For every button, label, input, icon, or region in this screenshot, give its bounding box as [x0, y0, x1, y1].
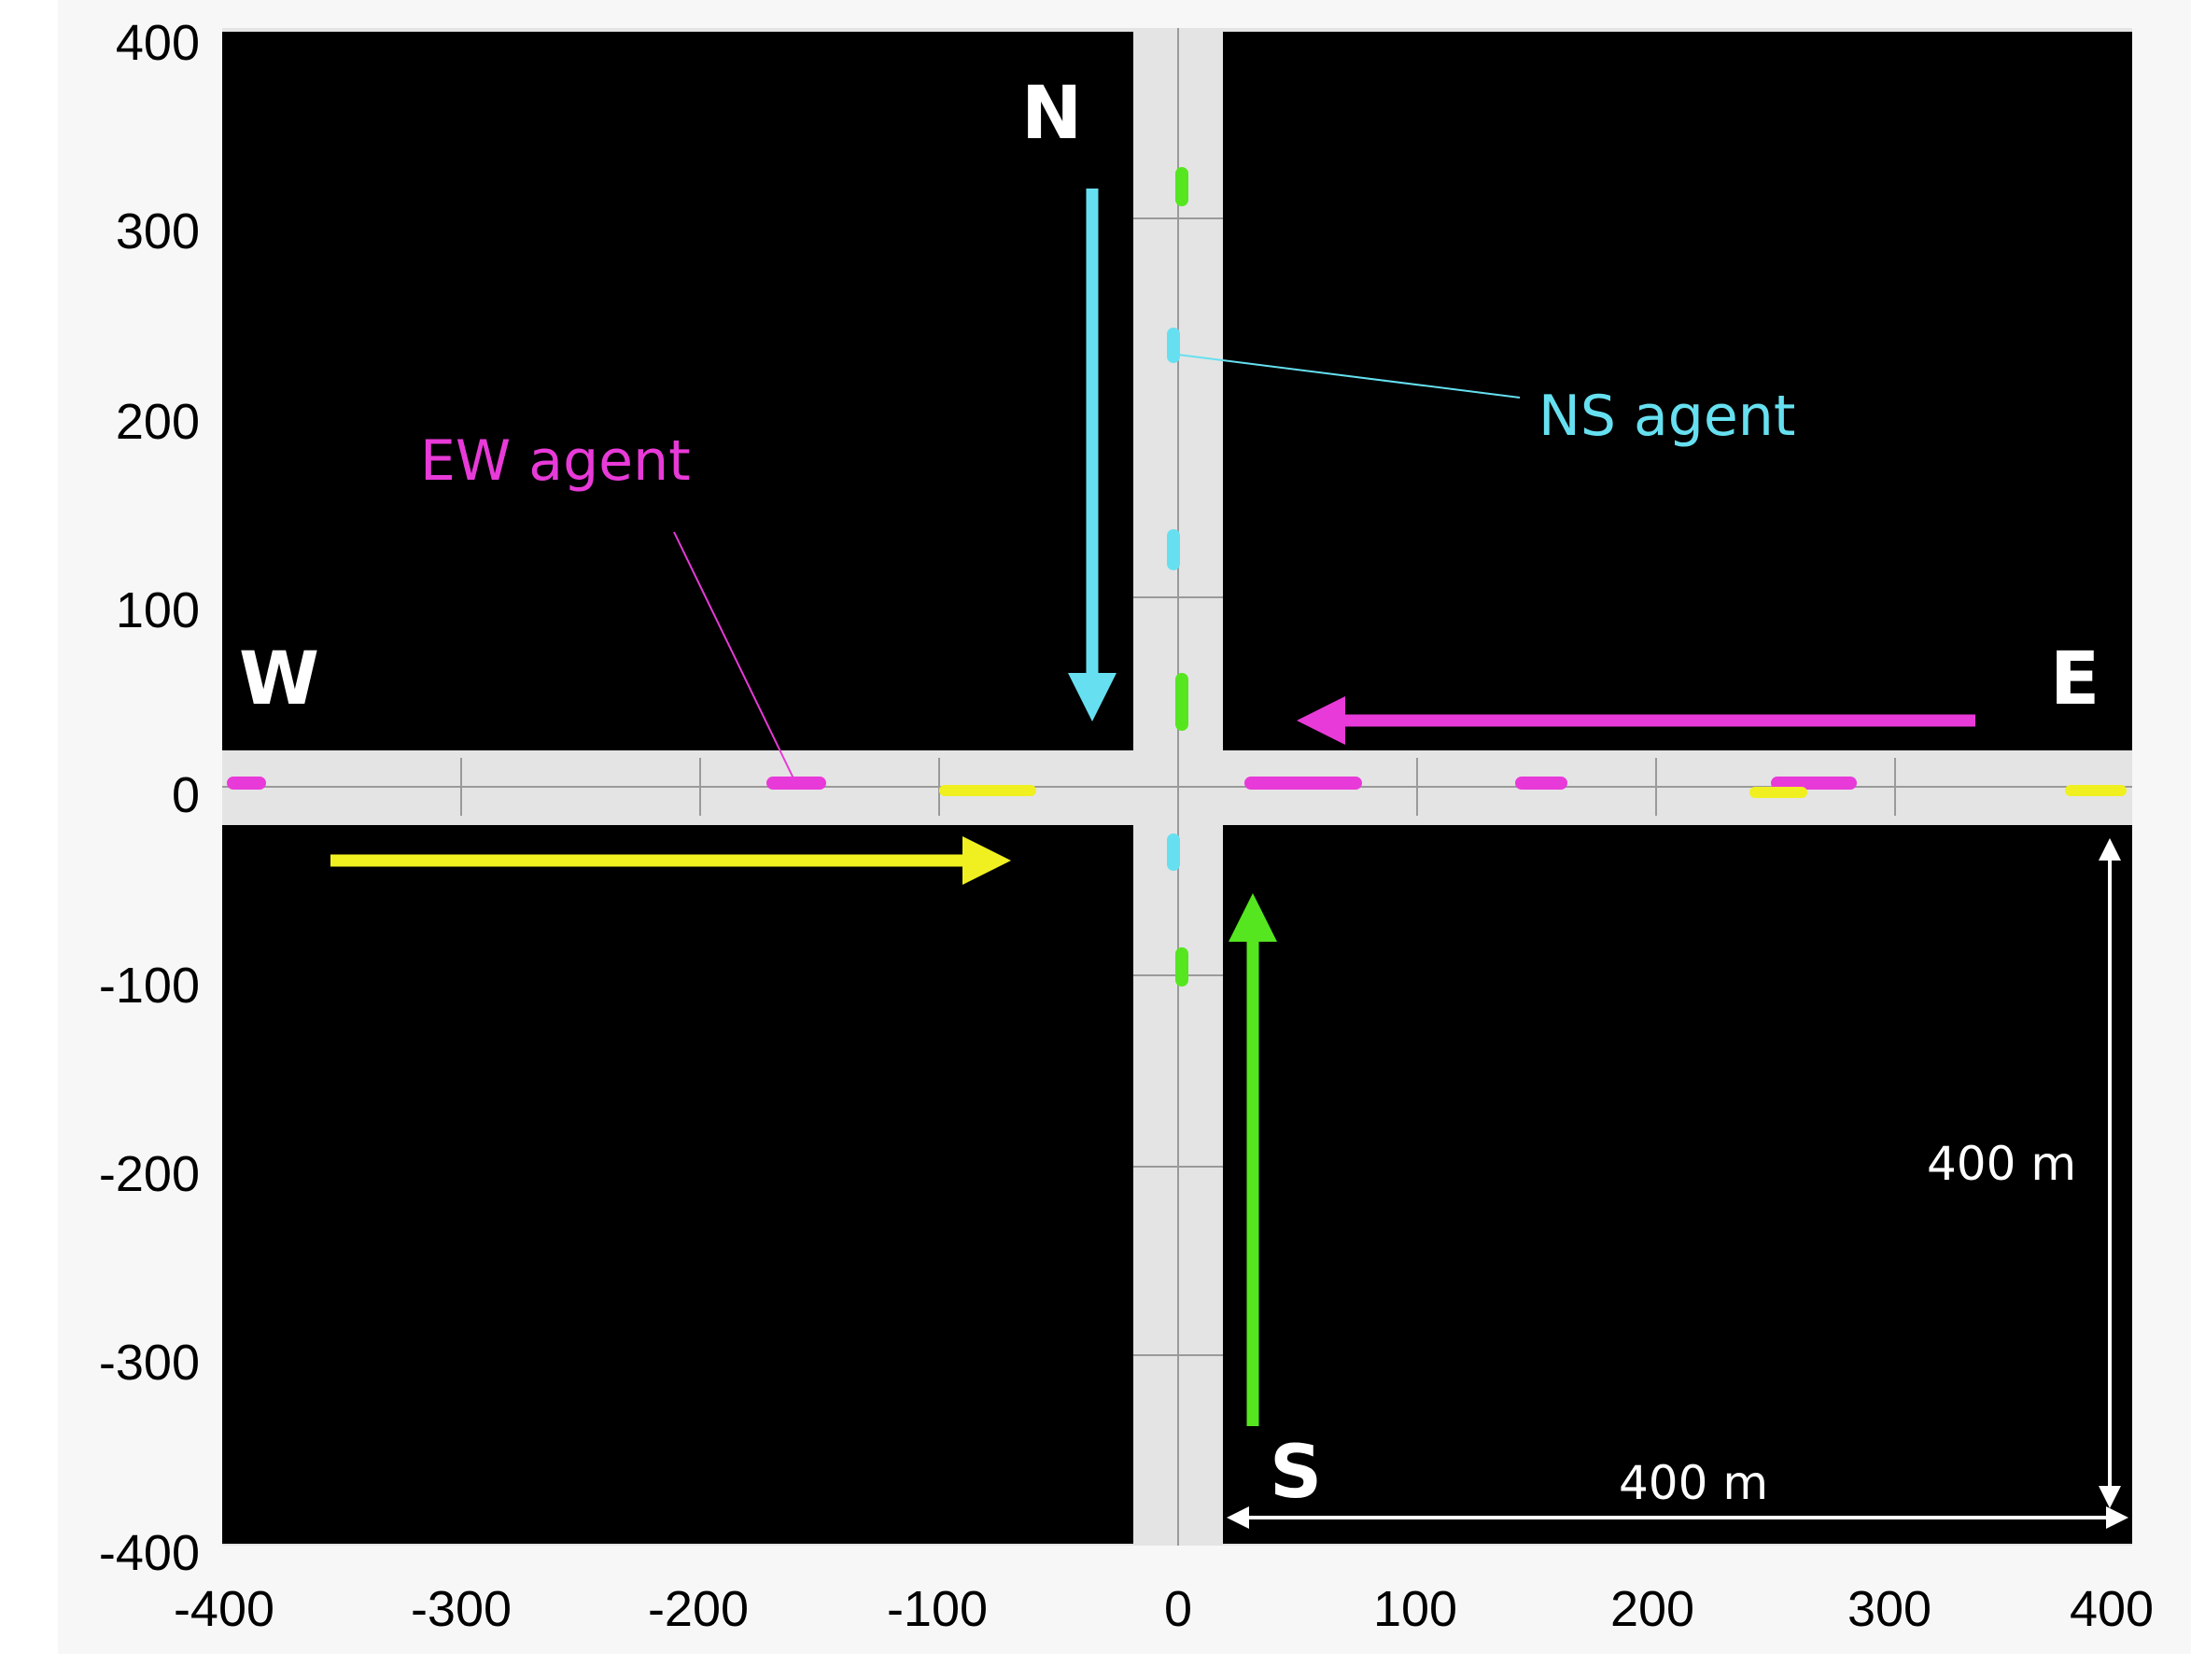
block-southwest	[222, 825, 1133, 1544]
ew-agent-leader	[673, 531, 794, 779]
east-label: E	[2050, 637, 2100, 721]
south-label: S	[1270, 1431, 1322, 1515]
y-tick-label: 200	[116, 394, 200, 450]
eastbound-vehicles	[939, 785, 2127, 798]
y-axis: 400 300 200 100 0 -100 -200 -300 -400	[99, 15, 200, 1581]
x-tick-label: 100	[1373, 1581, 1457, 1637]
x-tick-label: -400	[174, 1581, 274, 1637]
y-tick-label: -200	[99, 1146, 200, 1202]
y-tick-label: -100	[99, 958, 200, 1014]
x-tick-label: 200	[1610, 1581, 1694, 1637]
north-label: N	[1021, 72, 1082, 156]
horizontal-dimension-label: 400 m	[1619, 1456, 1768, 1510]
x-tick-label: 400	[2070, 1581, 2154, 1637]
ew-agent-label: EW agent	[420, 428, 691, 494]
ns-agent-leader	[1177, 354, 1521, 399]
y-tick-label: -400	[99, 1525, 200, 1581]
x-axis: -400 -300 -200 -100 0 100 200 300 400	[174, 1581, 2154, 1637]
y-tick-label: 100	[116, 582, 200, 638]
x-tick-label: -300	[411, 1581, 512, 1637]
x-tick-label: 0	[1164, 1581, 1192, 1637]
ns-agent-label: NS agent	[1538, 384, 1795, 449]
x-tick-label: -200	[648, 1581, 749, 1637]
vertical-dimension-label: 400 m	[1927, 1137, 2076, 1191]
block-northwest	[222, 32, 1133, 750]
block-southeast	[1223, 825, 2132, 1544]
y-tick-label: 0	[172, 767, 200, 823]
y-tick-label: 400	[116, 15, 200, 71]
x-tick-label: 300	[1847, 1581, 1931, 1637]
x-tick-label: -100	[887, 1581, 988, 1637]
west-label: W	[239, 637, 319, 721]
block-northeast	[1223, 32, 2132, 750]
y-tick-label: 300	[116, 203, 200, 259]
y-tick-label: -300	[99, 1335, 200, 1391]
